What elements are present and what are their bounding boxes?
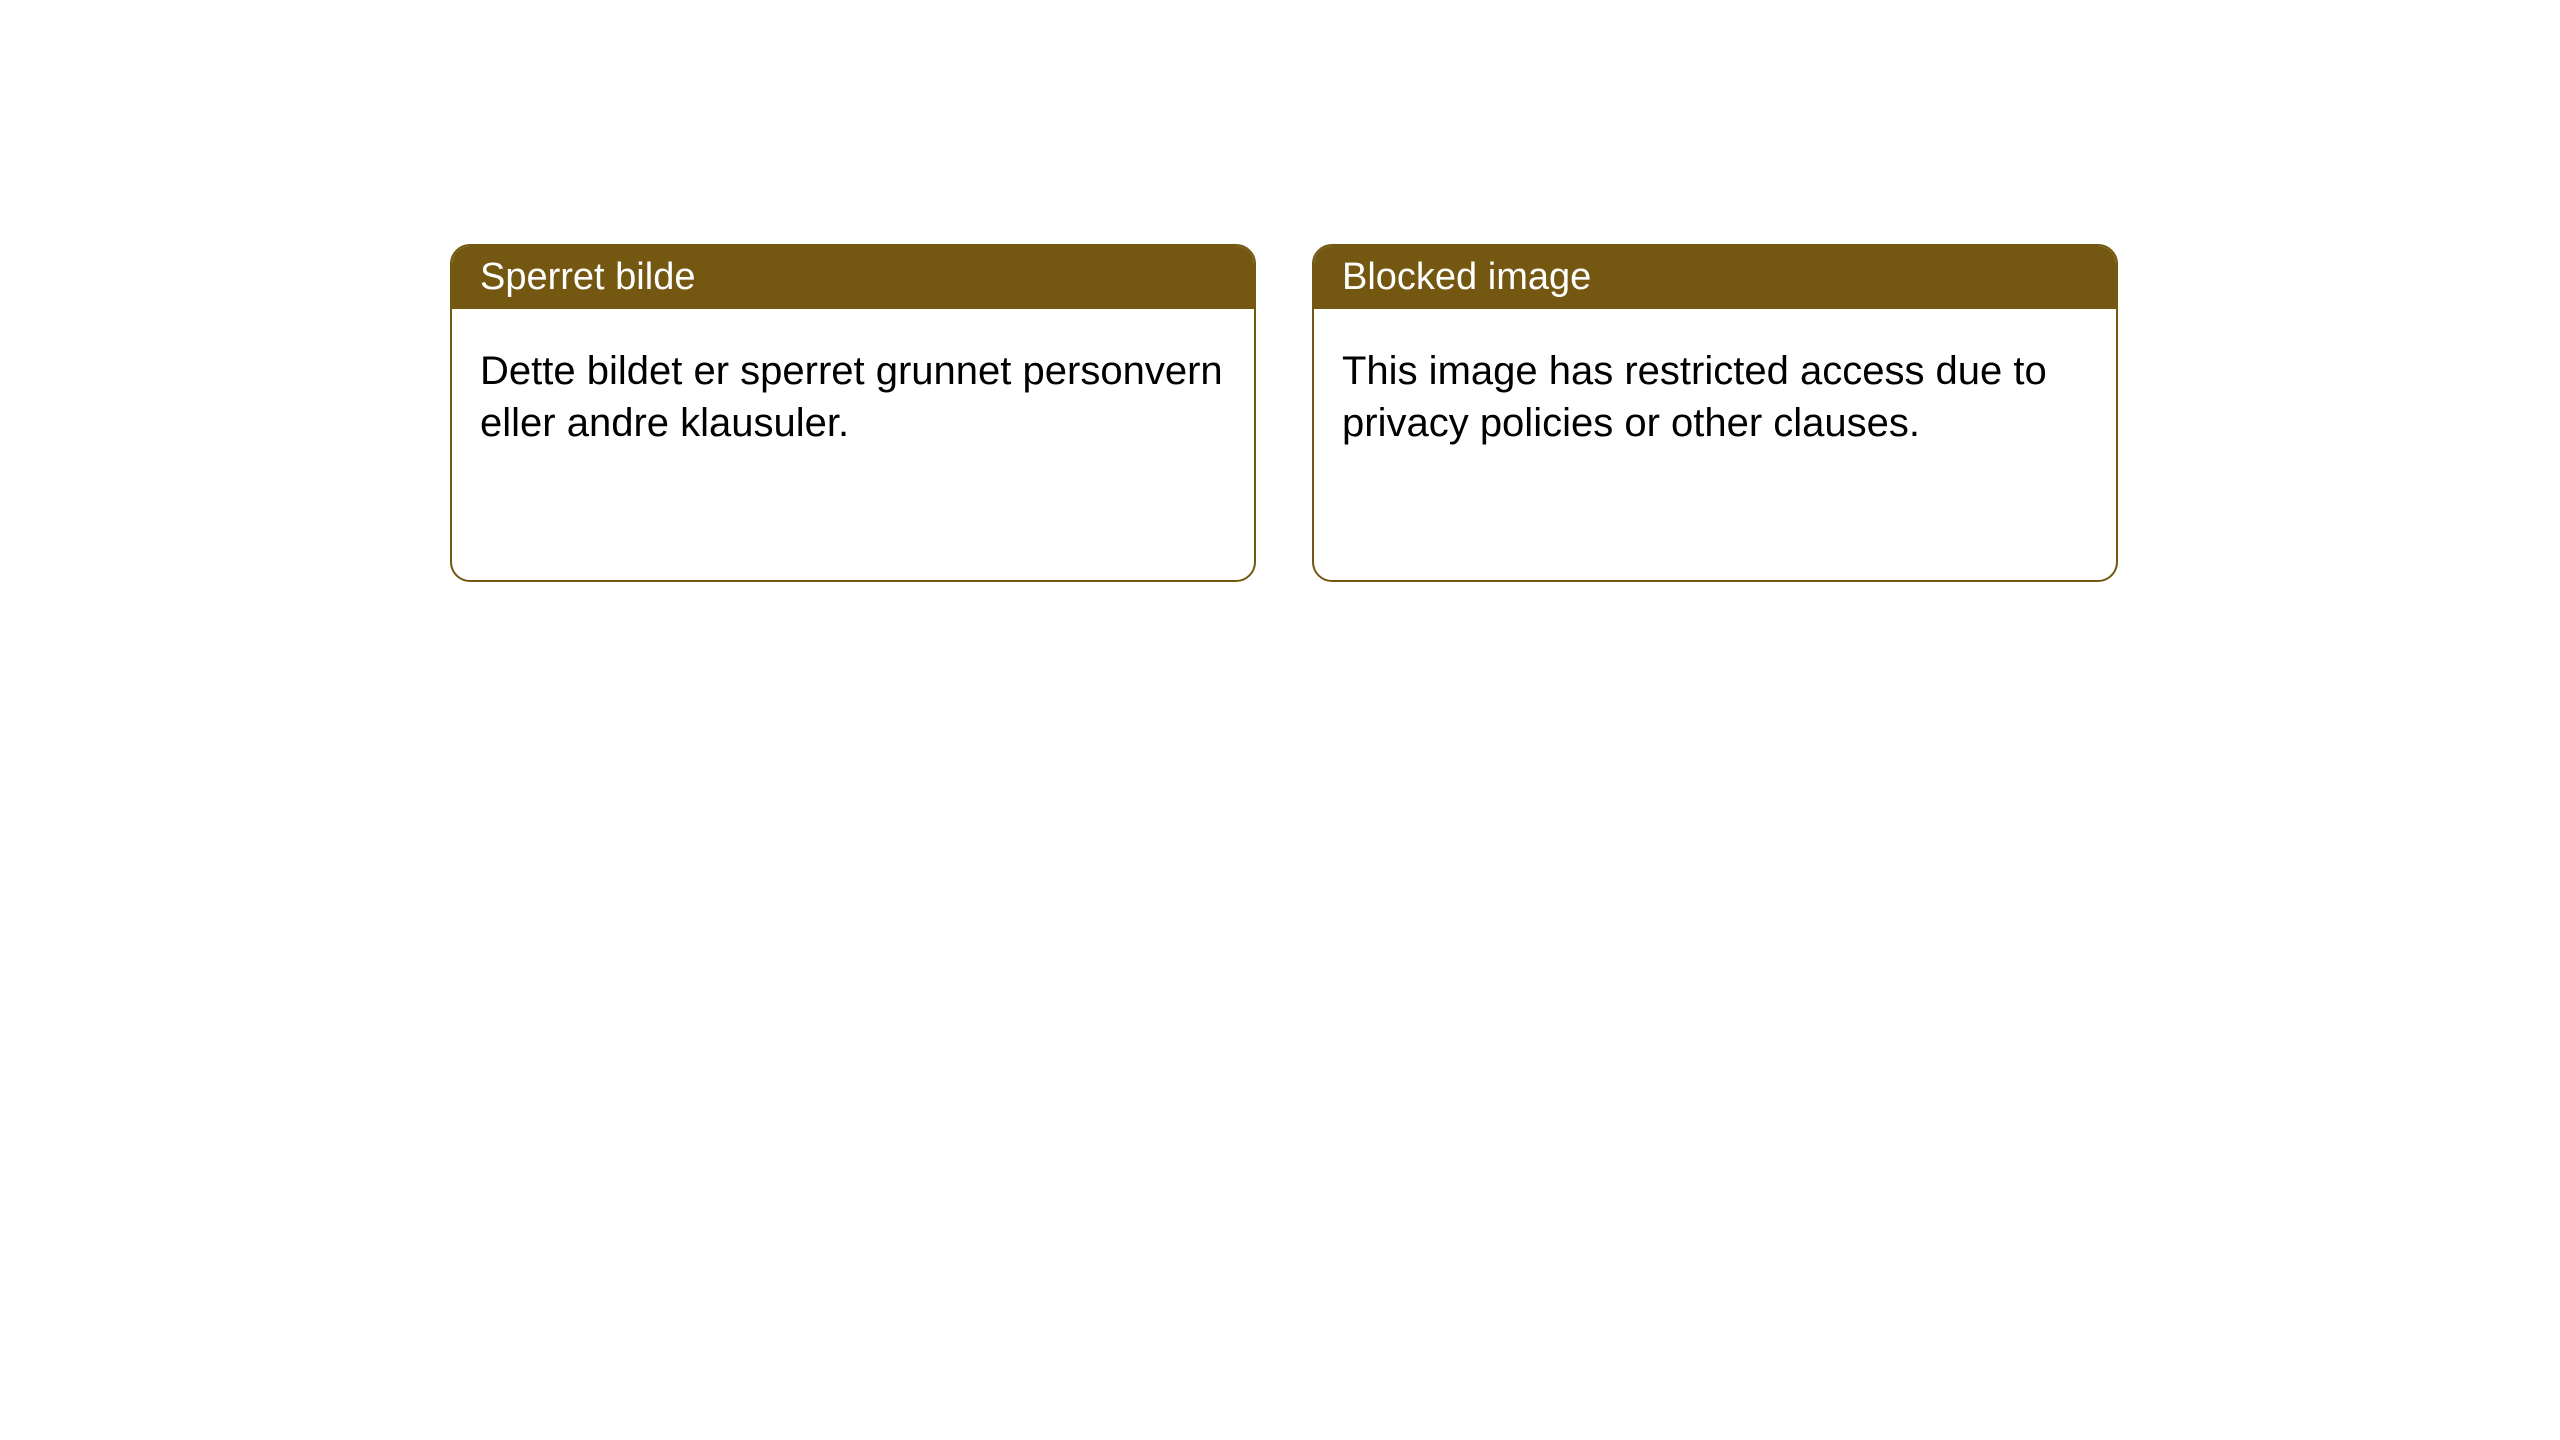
card-header: Blocked image [1314, 246, 2116, 309]
card-body-text: Dette bildet er sperret grunnet personve… [480, 349, 1223, 445]
notice-card-english: Blocked image This image has restricted … [1312, 244, 2118, 582]
card-header: Sperret bilde [452, 246, 1254, 309]
card-body: This image has restricted access due to … [1314, 309, 2116, 485]
notice-card-norwegian: Sperret bilde Dette bildet er sperret gr… [450, 244, 1256, 582]
card-body-text: This image has restricted access due to … [1342, 349, 2047, 445]
card-body: Dette bildet er sperret grunnet personve… [452, 309, 1254, 485]
card-title: Sperret bilde [480, 256, 695, 298]
card-title: Blocked image [1342, 256, 1591, 298]
notice-cards-container: Sperret bilde Dette bildet er sperret gr… [0, 0, 2560, 582]
